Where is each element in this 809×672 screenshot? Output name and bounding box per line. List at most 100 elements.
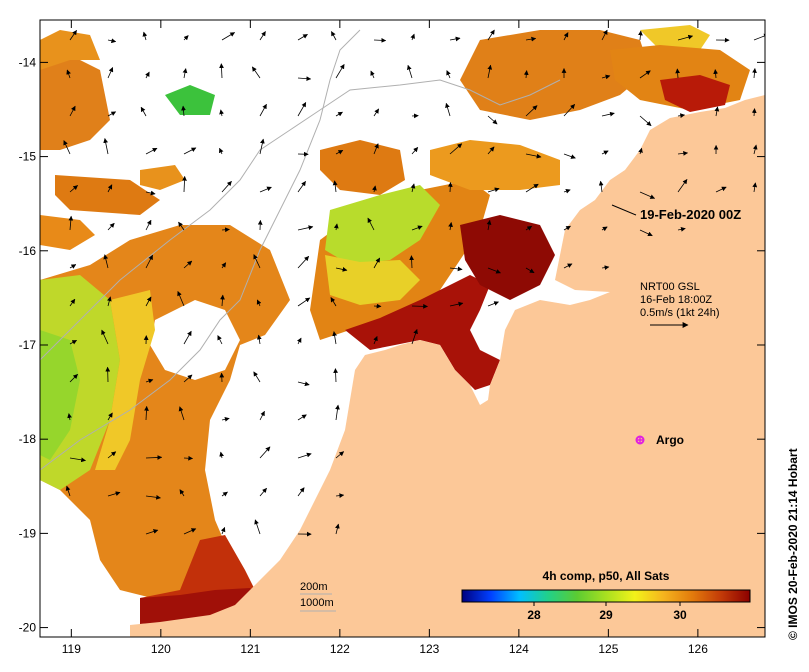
current-vector: [752, 144, 758, 155]
isobath-lines: [40, 29, 561, 471]
current-vector: [449, 266, 463, 272]
lat-tick-label: -15: [19, 150, 37, 164]
current-vector: [101, 329, 109, 345]
current-vector: [145, 494, 161, 500]
current-vector: [525, 153, 542, 159]
current-vector: [563, 32, 569, 41]
current-vector: [256, 299, 262, 307]
current-vector: [333, 368, 338, 383]
current-vector: [220, 526, 226, 535]
sst-patch: [165, 85, 215, 115]
current-vector: [145, 219, 152, 231]
sst-patch: [460, 30, 650, 120]
current-vector: [487, 146, 495, 155]
current-vector: [259, 103, 267, 117]
current-vector: [639, 229, 653, 237]
current-vector: [335, 523, 340, 535]
current-vector: [487, 301, 499, 307]
lat-tick-label: -20: [19, 621, 37, 635]
current-vector: [367, 217, 375, 231]
current-vector: [297, 487, 305, 497]
current-vector: [179, 489, 185, 497]
sst-patch: [40, 30, 100, 70]
current-vectors: [63, 29, 765, 537]
current-vector: [63, 140, 71, 155]
current-vector: [103, 138, 109, 155]
isobath-200-label: 200m: [300, 581, 328, 593]
current-vector: [297, 381, 310, 387]
current-vector: [178, 406, 185, 421]
current-vector: [373, 108, 380, 117]
current-vector: [330, 297, 337, 307]
current-vector: [69, 298, 76, 307]
current-vector: [751, 108, 757, 117]
date-label: 19-Feb-2020 00Z: [640, 207, 741, 222]
current-vector: [370, 70, 375, 79]
no-data-gap: [150, 300, 240, 380]
lon-tick-label: 124: [509, 642, 529, 656]
current-vector: [253, 371, 261, 383]
current-vector: [563, 225, 571, 231]
current-vector: [449, 301, 464, 307]
current-vector: [335, 451, 345, 459]
argo-label: Argo: [656, 433, 684, 447]
lat-tick-label: -14: [19, 55, 37, 69]
current-vector: [411, 225, 423, 231]
current-vector: [410, 33, 415, 41]
current-vector: [445, 102, 451, 117]
current-vector: [335, 267, 348, 272]
current-vector: [107, 67, 114, 79]
sst-patch: [95, 290, 155, 470]
current-vector: [107, 184, 113, 193]
current-vector: [525, 105, 538, 117]
current-vector: [69, 339, 78, 345]
current-vector: [183, 147, 197, 155]
current-vector: [145, 455, 163, 460]
current-vector: [446, 70, 451, 79]
current-vector: [221, 262, 227, 269]
current-vector: [69, 264, 77, 269]
current-vector: [221, 416, 230, 422]
sst-patch: [40, 55, 110, 150]
current-vector: [335, 63, 345, 79]
current-vector: [372, 185, 377, 193]
current-vector: [411, 303, 428, 309]
lon-tick-label: 119: [62, 642, 81, 656]
current-vector: [259, 487, 267, 497]
current-vector: [67, 413, 72, 421]
current-vector: [449, 36, 461, 42]
current-vector: [68, 215, 74, 231]
current-vector: [254, 519, 261, 535]
current-vector: [259, 410, 265, 421]
current-vector: [563, 104, 576, 117]
current-vector: [639, 115, 652, 127]
current-vector: [601, 74, 611, 80]
current-vector: [297, 76, 312, 82]
current-vector: [638, 30, 643, 41]
current-vector: [525, 267, 535, 274]
lon-tick-label: 123: [419, 642, 439, 656]
current-vector: [183, 455, 194, 461]
current-vector: [140, 106, 147, 117]
current-vector: [182, 68, 188, 79]
current-vector: [253, 254, 261, 269]
plot-frame: [39, 19, 766, 638]
current-scale-label: 0.5m/s (1kt 24h): [640, 307, 719, 319]
current-vector: [221, 227, 230, 233]
current-vector: [639, 191, 656, 199]
current-vector: [219, 109, 224, 117]
sst-patch: [325, 185, 440, 265]
lon-tick-label: 125: [598, 642, 618, 656]
current-vector: [677, 151, 689, 156]
current-vector: [601, 265, 610, 270]
current-vector: [103, 254, 109, 269]
current-vector: [107, 222, 115, 231]
current-vector: [487, 187, 500, 193]
lat-tick-label: -17: [19, 338, 37, 352]
current-vector: [106, 296, 112, 307]
current-vector: [410, 183, 416, 193]
current-vector: [219, 451, 224, 459]
current-vector: [486, 219, 492, 231]
sst-patch: [325, 255, 420, 305]
lon-tick-label: 120: [151, 642, 171, 656]
